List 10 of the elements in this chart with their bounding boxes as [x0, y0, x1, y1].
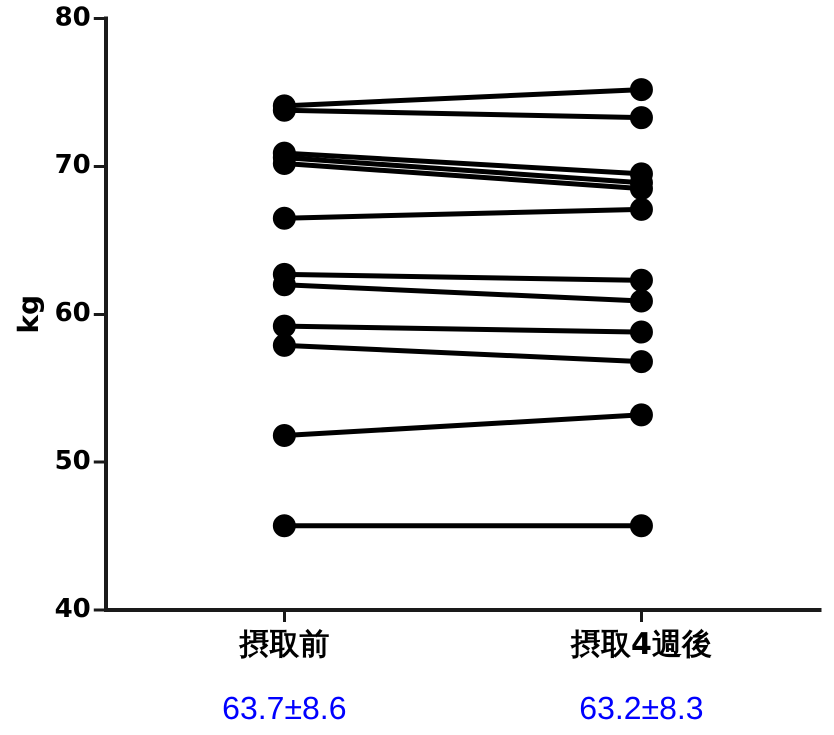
y-tick-label: 40 [54, 594, 91, 624]
y-tick-label: 80 [54, 2, 91, 32]
y-tick-label: 70 [54, 150, 91, 180]
y-axis-title: kg [12, 294, 46, 334]
text: 63.7±8.6 [222, 690, 346, 727]
x-tick-label: 摂取4週後 [570, 626, 712, 662]
y-tick-label: 60 [54, 298, 91, 328]
text: 63.2±8.3 [579, 690, 704, 727]
y-tick-label: 50 [54, 446, 91, 476]
x-tick-label: 摂取前 [238, 626, 330, 662]
